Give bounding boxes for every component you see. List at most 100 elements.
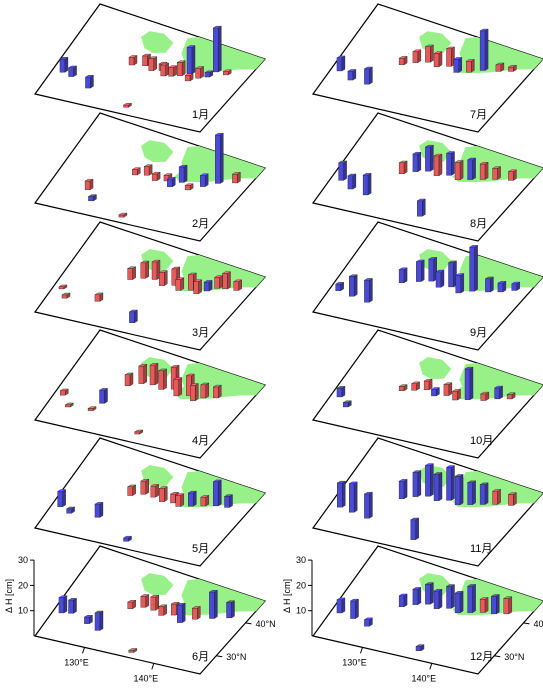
bar-negative bbox=[67, 65, 78, 77]
bar-front-face bbox=[503, 598, 509, 615]
bar-negative bbox=[59, 56, 69, 73]
bar-positive bbox=[424, 44, 435, 63]
bar-negative bbox=[336, 597, 346, 614]
bar-top-face bbox=[173, 377, 183, 380]
panel-month-4: 4月 bbox=[33, 329, 267, 459]
bar-front-face bbox=[58, 597, 65, 614]
bar-positive bbox=[221, 271, 232, 290]
bar-top-face bbox=[445, 584, 456, 587]
panel-month-label: 2月 bbox=[192, 218, 209, 230]
bar-negative bbox=[342, 400, 353, 408]
bar-top-face bbox=[435, 269, 445, 273]
panel-floor bbox=[311, 112, 543, 242]
bar-positive bbox=[175, 493, 185, 507]
bar-top-face bbox=[480, 391, 490, 395]
bar-top-face bbox=[126, 266, 137, 269]
bar-top-face bbox=[143, 164, 153, 167]
bar-front-face bbox=[188, 492, 194, 507]
bar-front-face bbox=[415, 646, 422, 652]
bar-positive bbox=[503, 596, 513, 615]
bar-front-face bbox=[433, 590, 440, 609]
bar-positive bbox=[131, 167, 142, 176]
panel-month-1: 1月 bbox=[33, 3, 267, 133]
bar-front-face bbox=[492, 490, 498, 505]
bar-front-face bbox=[454, 162, 461, 181]
bar-front-face bbox=[446, 153, 452, 176]
bar-side-face bbox=[421, 259, 425, 282]
bar-negative bbox=[424, 463, 435, 497]
bar-side-face bbox=[341, 597, 346, 614]
bar-top-face bbox=[334, 282, 345, 285]
bar-positive bbox=[126, 266, 137, 280]
bar-negative bbox=[493, 385, 504, 400]
bar-front-face bbox=[140, 480, 147, 495]
bar-front-face bbox=[232, 173, 238, 184]
bar-side-face bbox=[484, 482, 489, 505]
bar-top-face bbox=[151, 259, 161, 263]
bar-positive bbox=[200, 382, 210, 399]
bar-top-face bbox=[454, 591, 464, 594]
bar-front-face bbox=[350, 600, 356, 619]
panel-month-label: 9月 bbox=[470, 327, 487, 339]
bar-front-face bbox=[224, 496, 230, 508]
bar-front-face bbox=[68, 599, 74, 614]
bar-side-face bbox=[422, 198, 426, 217]
bar-negative bbox=[166, 176, 177, 188]
bar-top-face bbox=[138, 364, 148, 367]
bar-front-face bbox=[479, 484, 486, 505]
bar-positive bbox=[398, 160, 408, 175]
bar-front-face bbox=[423, 380, 430, 391]
bar-positive bbox=[398, 56, 408, 66]
panel-month-label: 11月 bbox=[470, 543, 492, 555]
bar-side-face bbox=[62, 489, 66, 508]
bar-front-face bbox=[94, 503, 101, 518]
bar-positive bbox=[491, 489, 502, 505]
bar-front-face bbox=[425, 584, 431, 605]
bar-front-face bbox=[452, 391, 458, 401]
bar-positive bbox=[140, 478, 150, 495]
lon-axis-tick bbox=[360, 647, 363, 654]
bar-negative bbox=[187, 490, 198, 507]
bar-top-face bbox=[466, 584, 477, 587]
bar-side-face bbox=[191, 45, 196, 75]
bar-top-face bbox=[412, 152, 422, 155]
bar-top-face bbox=[122, 103, 133, 106]
bar-front-face bbox=[61, 294, 68, 299]
bar-front-face bbox=[178, 166, 185, 183]
bar-negative bbox=[398, 267, 408, 284]
bar-negative bbox=[430, 387, 441, 397]
bar-front-face bbox=[151, 173, 158, 181]
bar-side-face bbox=[63, 595, 68, 614]
bar-side-face bbox=[451, 584, 455, 609]
bar-side-face bbox=[438, 51, 443, 68]
bar-positive bbox=[184, 183, 194, 191]
bar-front-face bbox=[349, 483, 355, 513]
bar-negative bbox=[455, 273, 465, 294]
bar-positive bbox=[64, 402, 75, 408]
bar-side-face bbox=[153, 56, 158, 71]
bar-front-face bbox=[364, 68, 370, 85]
bar-top-face bbox=[398, 479, 408, 482]
bar-positive bbox=[87, 406, 97, 411]
bar-side-face bbox=[214, 589, 218, 619]
bar-front-face bbox=[184, 185, 191, 191]
bar-top-face bbox=[479, 162, 489, 165]
bar-top-face bbox=[412, 49, 422, 52]
bar-positive bbox=[480, 391, 490, 401]
bar-front-face bbox=[94, 612, 101, 631]
bar-top-face bbox=[363, 492, 374, 495]
bar-negative bbox=[412, 151, 422, 172]
bar-side-face bbox=[193, 490, 197, 507]
bar-side-face bbox=[73, 597, 77, 614]
bar-top-face bbox=[424, 582, 435, 585]
bar-negative bbox=[466, 480, 477, 505]
bar-negative bbox=[347, 69, 357, 81]
panel-month-label: 4月 bbox=[192, 435, 209, 447]
bar-top-face bbox=[495, 62, 505, 66]
z-axis-label: Δ H [cm] bbox=[282, 579, 292, 613]
bar-front-face bbox=[364, 619, 370, 627]
bar-front-face bbox=[433, 155, 440, 176]
bar-positive bbox=[213, 275, 224, 289]
z-axis-tick-label: 30 bbox=[296, 555, 306, 565]
bar-negative bbox=[203, 280, 213, 292]
